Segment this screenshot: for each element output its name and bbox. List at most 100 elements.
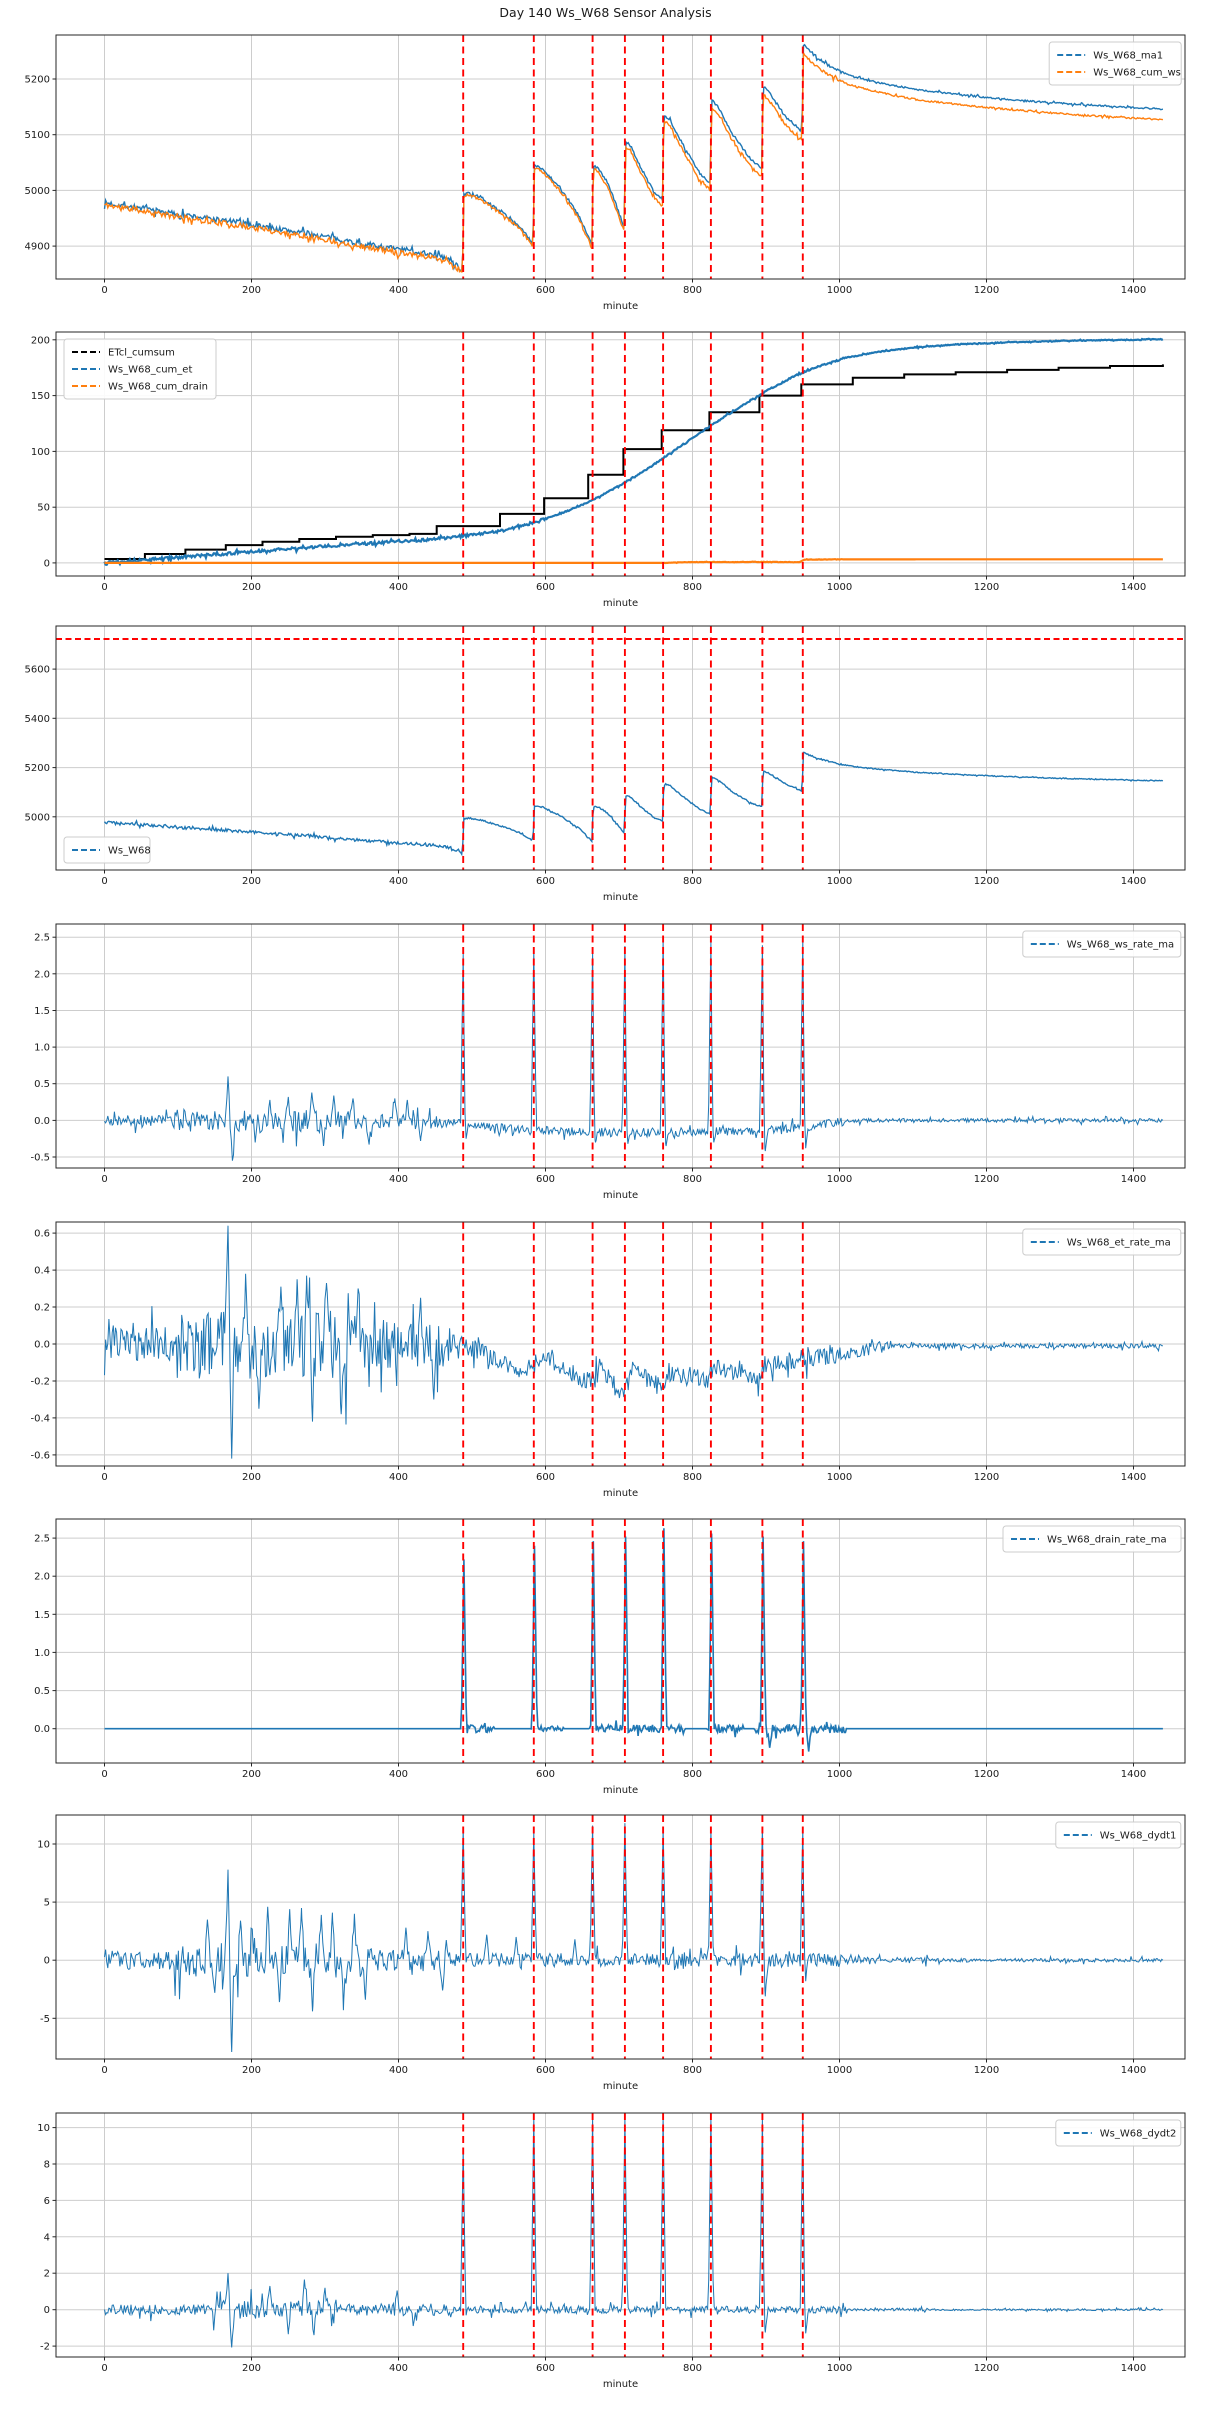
irrigation-event-vlines: [462, 626, 804, 870]
svg-text:1200: 1200: [974, 2363, 999, 2374]
svg-text:0: 0: [101, 2065, 107, 2076]
svg-text:1.0: 1.0: [34, 1043, 50, 1054]
svg-text:200: 200: [242, 1769, 261, 1780]
axis-ticks: 0 200 400 600 800 1000 1200 1400 -5 0 5 10: [37, 1840, 1146, 2077]
grid: [56, 924, 1185, 1168]
grid: [56, 1222, 1185, 1466]
svg-text:1000: 1000: [827, 285, 852, 296]
axis-ticks: 0 200 400 600 800 1000 1200 1400 5000 5200 5400 560…: [25, 665, 1147, 887]
svg-text:600: 600: [536, 582, 555, 593]
svg-text:5000: 5000: [25, 186, 50, 197]
axes-frame: [55, 2112, 1186, 2358]
series-Ws_W68_cum_ws: [104, 52, 1164, 273]
x-axis-label: minute: [603, 892, 638, 903]
irrigation-event-vlines: [462, 35, 804, 279]
svg-text:600: 600: [536, 1472, 555, 1483]
axis-ticks: 0 200 400 600 800 1000 1200 1400 -0.5 0.0 0.5 1.0 1.…: [30, 933, 1146, 1185]
legend: Ws_W68: [63, 836, 151, 864]
axes-frame: [55, 34, 1186, 280]
svg-text:200: 200: [242, 582, 261, 593]
svg-text:2: 2: [44, 2269, 50, 2280]
x-axis-label: minute: [603, 1190, 638, 1201]
svg-text:1400: 1400: [1121, 1769, 1146, 1780]
series-Ws_W68_et_rate_ma: [104, 1225, 1163, 1459]
x-axis-label: minute: [603, 1488, 638, 1499]
svg-text:6: 6: [44, 2196, 50, 2207]
svg-text:200: 200: [242, 285, 261, 296]
grid: [56, 626, 1185, 870]
subplot-drain-rate-ma: 0 200 400 600 800 1000 1200 1400 0.0 0.5 1.0 1.5 2.0…: [34, 1518, 1186, 1796]
svg-text:0: 0: [101, 1472, 107, 1483]
legend: Ws_W68_ws_rate_ma: [1022, 930, 1182, 958]
svg-text:2.5: 2.5: [34, 1534, 50, 1545]
svg-text:5600: 5600: [25, 665, 50, 676]
axis-ticks: 0 200 400 600 800 1000 1200 1400 -2 0 2 4 6 8 10: [37, 2123, 1146, 2374]
svg-text:2.0: 2.0: [34, 969, 50, 980]
svg-text:600: 600: [536, 2363, 555, 2374]
svg-text:5200: 5200: [25, 75, 50, 86]
grid: [56, 2113, 1185, 2357]
svg-text:1200: 1200: [974, 1472, 999, 1483]
axes-frame: [55, 1518, 1186, 1764]
svg-text:1400: 1400: [1121, 2363, 1146, 2374]
x-axis-label: minute: [603, 2379, 638, 2390]
svg-text:800: 800: [683, 2363, 702, 2374]
svg-text:800: 800: [683, 285, 702, 296]
legend: Ws_W68_dydt1: [1055, 1821, 1182, 1849]
svg-text:1200: 1200: [974, 285, 999, 296]
svg-text:5200: 5200: [25, 763, 50, 774]
legend-label: Ws_W68_et_rate_ma: [1067, 1238, 1171, 1249]
subplot-cumulative-et-drain: 0 200 400 600 800 1000 1200 1400 0 50 100 150 200 min…: [31, 331, 1186, 609]
svg-text:-2: -2: [40, 2342, 50, 2353]
svg-text:-0.4: -0.4: [30, 1413, 50, 1424]
legend: Ws_W68_et_rate_ma: [1022, 1228, 1182, 1256]
svg-text:1000: 1000: [827, 1769, 852, 1780]
svg-text:600: 600: [536, 1769, 555, 1780]
legend: Ws_W68_drain_rate_ma: [1002, 1525, 1182, 1553]
svg-text:0.5: 0.5: [34, 1079, 50, 1090]
svg-text:600: 600: [536, 285, 555, 296]
svg-text:0.0: 0.0: [34, 1724, 50, 1735]
svg-text:-0.6: -0.6: [30, 1450, 50, 1461]
svg-text:800: 800: [683, 1174, 702, 1185]
svg-text:10: 10: [37, 2123, 50, 2134]
svg-text:600: 600: [536, 876, 555, 887]
series-Ws_W68_cum_et: [103, 337, 1164, 567]
legend-label: Ws_W68_ma1: [1093, 51, 1163, 62]
legend-label: Ws_W68_cum_drain: [108, 382, 208, 393]
irrigation-event-vlines: [462, 2113, 804, 2357]
svg-text:1000: 1000: [827, 582, 852, 593]
svg-text:200: 200: [31, 335, 50, 346]
svg-text:1.5: 1.5: [34, 1610, 50, 1621]
series-Ws_W68_ma1: [103, 43, 1164, 272]
series-Ws_W68_ws_rate_ma: [104, 939, 1164, 1161]
axis-ticks: 0 200 400 600 800 1000 1200 1400 4900 5000 5100 520…: [25, 75, 1147, 297]
irrigation-event-vlines: [462, 1815, 804, 2059]
legend-label: ETcl_cumsum: [108, 348, 175, 359]
axes-frame: [55, 1814, 1186, 2060]
svg-text:1.0: 1.0: [34, 1648, 50, 1659]
svg-text:400: 400: [389, 2065, 408, 2076]
svg-text:5400: 5400: [25, 714, 50, 725]
svg-text:400: 400: [389, 876, 408, 887]
svg-text:1400: 1400: [1121, 1472, 1146, 1483]
svg-text:400: 400: [389, 285, 408, 296]
axis-ticks: 0 200 400 600 800 1000 1200 1400 -0.6 -0.4 -0.2 0.0…: [30, 1229, 1146, 1483]
svg-text:-5: -5: [40, 2014, 50, 2025]
svg-text:1200: 1200: [974, 876, 999, 887]
svg-text:1200: 1200: [974, 582, 999, 593]
axes-frame: [55, 331, 1186, 577]
svg-text:150: 150: [31, 391, 50, 402]
axis-ticks: 0 200 400 600 800 1000 1200 1400 0 50 100 150 200: [31, 335, 1146, 593]
x-axis-label: minute: [603, 2081, 638, 2092]
svg-text:50: 50: [37, 503, 50, 514]
svg-text:600: 600: [536, 2065, 555, 2076]
grid: [56, 1519, 1185, 1763]
svg-text:-0.2: -0.2: [30, 1377, 50, 1388]
svg-text:200: 200: [242, 876, 261, 887]
series-Ws_W68_drain_rate_ma: [104, 1528, 1163, 1752]
svg-text:0: 0: [44, 1956, 50, 1967]
svg-text:0.0: 0.0: [34, 1116, 50, 1127]
svg-text:5: 5: [44, 1898, 50, 1909]
